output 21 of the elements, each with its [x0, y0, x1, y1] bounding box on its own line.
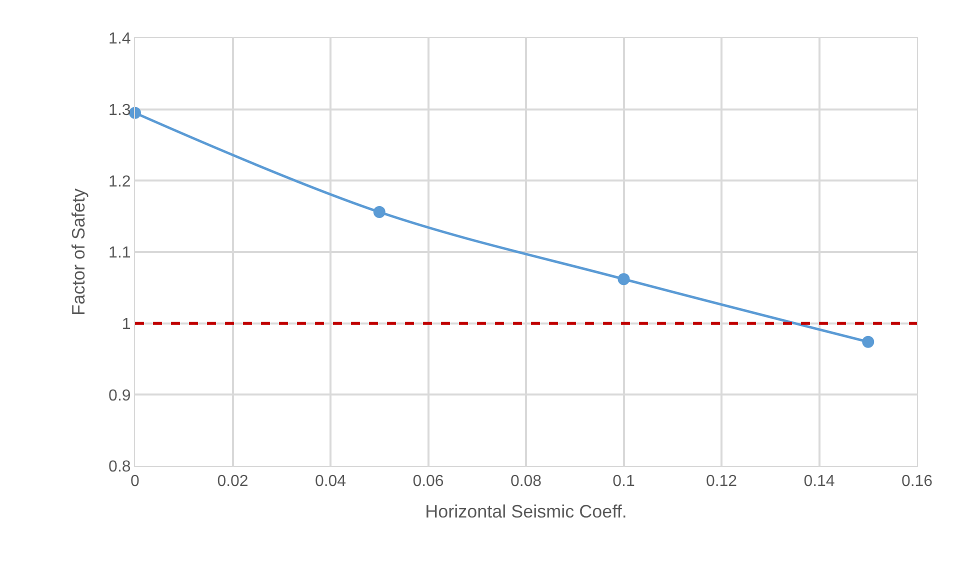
x-tick-label: 0.08: [510, 473, 542, 490]
x-tick-label: 0.14: [804, 473, 835, 490]
point: [373, 206, 386, 218]
y-tick-label: 0.8: [108, 458, 131, 476]
x-tick-label: 0.16: [901, 473, 933, 490]
y-tick-label: 1.4: [108, 30, 131, 48]
x-axis-title: Horizontal Seismic Coeff.: [425, 501, 627, 522]
x-tick-label: 0.12: [706, 473, 738, 490]
y-tick-label: 1: [122, 316, 131, 333]
point: [618, 273, 630, 286]
y-tick-label: 1.1: [108, 244, 131, 262]
x-tick-label: 0.04: [314, 473, 346, 490]
x-tick-label: 0.02: [217, 473, 248, 490]
y-axis-title: Factor of Safety: [68, 188, 89, 316]
x-tick-label: 0.1: [612, 473, 635, 490]
point: [862, 336, 874, 348]
x-tick-label: 0: [130, 473, 140, 490]
y-tick-label: 0.9: [108, 387, 131, 404]
y-tick-label: 1.2: [108, 173, 131, 190]
x-tick-label: 0.06: [412, 473, 444, 490]
y-tick-label: 1.3: [108, 102, 131, 119]
